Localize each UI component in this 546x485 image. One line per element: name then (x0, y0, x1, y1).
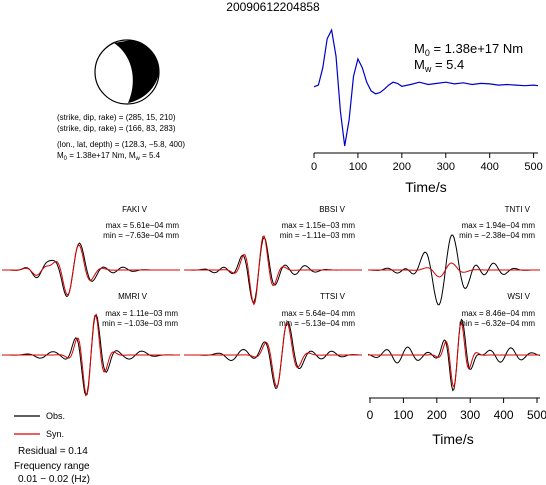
station-faki-panel: FAKI V max = 5.61e−04 mm min = −7.63e−04… (103, 205, 179, 240)
synthetic-waveform (2, 315, 180, 395)
stf-series-line (313, 28, 539, 147)
legend: Obs. Syn. (14, 411, 65, 439)
frequency-range-value: 0.01 − 0.02 (Hz) (18, 474, 90, 485)
synthetic-waveform (368, 321, 540, 389)
synthetic-waveform (184, 322, 362, 388)
station-name: TTSI V (320, 292, 346, 301)
stf-xlabel: Time/s (405, 179, 446, 195)
observed-waveform (368, 234, 540, 306)
station-bbsi-panel: BBSI V max = 1.15e−03 mm min = −1.11e−03… (280, 205, 356, 240)
station-min: min = −1.11e−03 mm (280, 231, 356, 240)
observed-waveform (184, 321, 362, 389)
waveform-traces (2, 234, 541, 397)
waveform-tick-label: 400 (494, 408, 514, 422)
station-max: max = 5.64e−04 mm (282, 309, 356, 318)
station-min: min = −7.63e−04 mm (103, 231, 179, 240)
waveform-time-axis: 0 100 200 300 400 500 Time/s (367, 397, 546, 447)
nodal-plane-2: (strike, dip, rake) = (166, 83, 283) (57, 124, 176, 133)
station-mmri-panel: MMRI V max = 1.11e−03 mm min = −1.03e−03… (102, 292, 178, 328)
stf-mw-label: Mw = 5.4 (414, 57, 464, 74)
station-min: min = −6.32e−04 mm (459, 319, 535, 328)
stf-tick-label: 200 (393, 161, 411, 173)
waveform-tick-label: 0 (367, 408, 374, 422)
station-tnti-panel: TNTI V max = 1.94e−04 mm min = −2.38e−04… (459, 205, 535, 240)
stf-tick-label: 100 (349, 161, 367, 173)
station-wsi-panel: WSI V max = 8.46e−04 mm min = −6.32e−04 … (459, 292, 535, 328)
station-max: max = 1.11e−03 mm (105, 309, 178, 318)
legend-syn-label: Syn. (46, 429, 64, 439)
station-min: min = −2.38e−04 mm (459, 231, 535, 240)
stf-tick-label: 0 (311, 161, 317, 173)
synthetic-waveform (2, 244, 180, 296)
stf-x-ticks: 0 100 200 300 400 500 (311, 153, 543, 173)
waveform-xlabel: Time/s (432, 431, 473, 447)
observed-waveform (367, 318, 541, 392)
moment-magnitude-line: M0 = 1.38e+17 Nm, Mw = 5.4 (57, 151, 161, 162)
station-min: min = −5.13e−04 mm (279, 319, 355, 328)
source-time-function-panel: 0 100 200 300 400 500 Time/s M0 = 1.38e+17 Nm… (311, 28, 543, 195)
station-max: max = 8.46e−04 mm (462, 309, 536, 318)
focal-mechanism-beachball (94, 39, 160, 105)
station-max: max = 1.94e−04 mm (462, 221, 536, 230)
legend-obs-label: Obs. (46, 411, 65, 421)
stf-tick-label: 300 (437, 161, 455, 173)
waveform-tick-label: 300 (460, 408, 480, 422)
waveform-x-ticks: 0 100 200 300 400 500 (367, 398, 546, 422)
station-name: TNTI V (505, 205, 531, 214)
station-max: max = 5.61e−04 mm (106, 221, 180, 230)
station-name: MMRI V (118, 292, 148, 301)
figure-title: 20090612204858 (226, 0, 320, 14)
event-location: (lon., lat, depth) = (128.3, −5.8, 400) (57, 140, 185, 149)
waveform-tick-label: 100 (393, 408, 413, 422)
nodal-plane-1: (strike, dip, rake) = (285, 15, 210) (57, 113, 176, 122)
synthetic-waveform (368, 262, 540, 278)
station-min: min = −1.03e−03 mm (102, 319, 178, 328)
residual-label: Residual = 0.14 (18, 446, 88, 457)
stf-tick-label: 500 (524, 161, 542, 173)
station-name: BBSI V (319, 205, 345, 214)
frequency-range-label: Frequency range (14, 461, 90, 472)
station-name: WSI V (507, 292, 530, 301)
stf-tick-label: 400 (481, 161, 499, 173)
waveform-tick-label: 200 (427, 408, 447, 422)
station-ttsi-panel: TTSI V max = 5.64e−04 mm min = −5.13e−04… (279, 292, 355, 328)
synthetic-waveform (184, 235, 362, 306)
station-max: max = 1.15e−03 mm (282, 221, 356, 230)
station-name: FAKI V (122, 205, 148, 214)
waveform-tick-label: 500 (527, 408, 546, 422)
stf-m0-label: M0 = 1.38e+17 Nm (414, 41, 523, 58)
